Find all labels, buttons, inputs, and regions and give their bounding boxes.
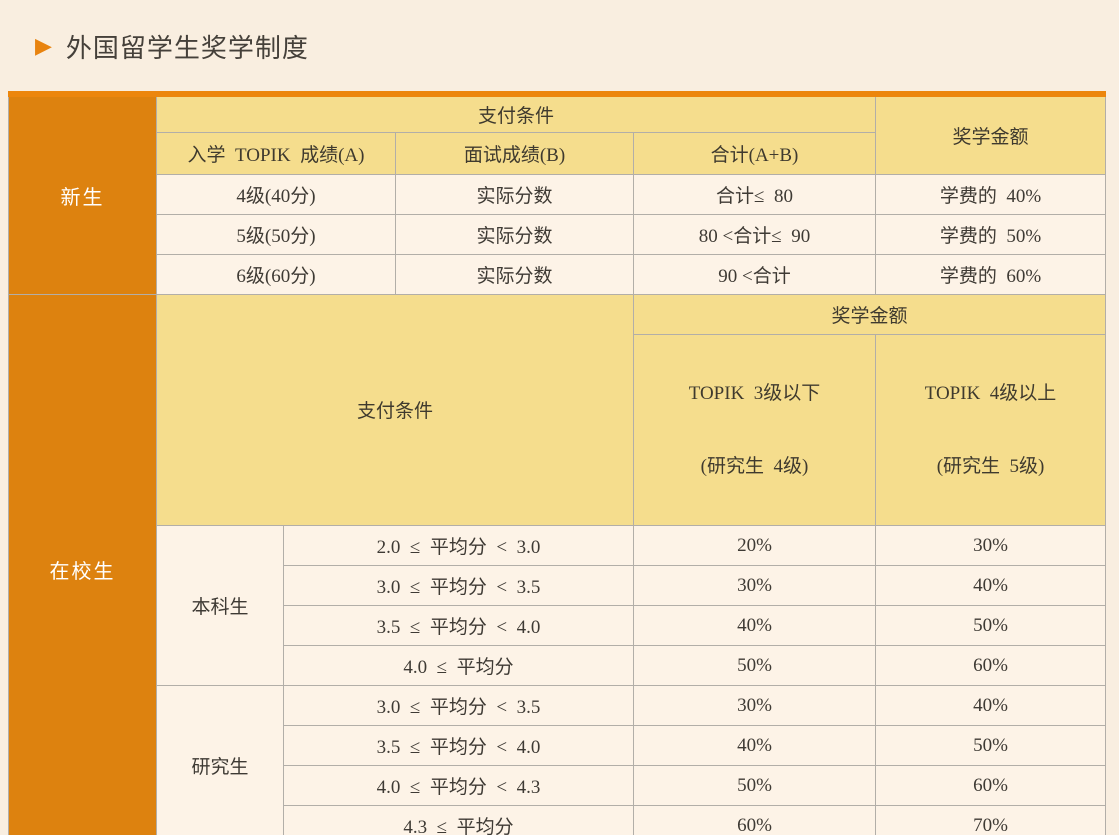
pct-low: 50% (632, 645, 877, 687)
table-row: 6级(60分) 实际分数 90 <合计 学费的 60% (9, 253, 1107, 295)
freshman-interview: 实际分数 (395, 253, 634, 295)
gpa-range: 3.0 ≤ 平均分 < 3.5 (283, 565, 634, 607)
freshman-header-scholarship-amount: 奖学金额 (875, 93, 1107, 175)
pct-low: 30% (632, 565, 877, 607)
gpa-range: 3.0 ≤ 平均分 < 3.5 (283, 685, 634, 727)
freshman-topik-level: 6级(60分) (156, 253, 396, 295)
gpa-range: 4.0 ≤ 平均分 (283, 645, 634, 687)
freshman-total: 合计≤ 80 (632, 173, 877, 215)
freshman-interview: 实际分数 (395, 213, 634, 255)
table-row: 研究生 3.0 ≤ 平均分 < 3.5 30% 40% (9, 685, 1107, 835)
pct-high: 50% (875, 605, 1107, 647)
table-row: 3.5 ≤ 平均分 < 4.0 40% 50% (9, 605, 1107, 647)
pct-low: 50% (632, 765, 877, 807)
table-row: 4级(40分) 实际分数 合计≤ 80 学费的 40% (9, 173, 1107, 215)
table-row: 4.0 ≤ 平均分 50% 60% (9, 645, 1107, 687)
freshman-topik-level: 4级(40分) (156, 173, 396, 215)
topik-high-line2: (研究生 5级) (936, 455, 1045, 477)
table-row: 5级(50分) 实际分数 80 <合计≤ 90 学费的 50% (9, 213, 1107, 255)
enrolled-col-topik-low: TOPIK 3级以下 (研究生 4级) (632, 333, 877, 527)
topik-high-line1: TOPIK 4级以上 (924, 382, 1057, 404)
pct-low: 40% (632, 605, 877, 647)
pct-high: 30% (875, 525, 1107, 567)
enrolled-col-topik-high: TOPIK 4级以上 (研究生 5级) (875, 333, 1107, 527)
topik-low-line1: TOPIK 3级以下 (688, 382, 821, 404)
pct-high: 70% (875, 805, 1107, 835)
gpa-range: 4.0 ≤ 平均分 < 4.3 (283, 765, 634, 807)
freshman-col-total: 合计(A+B) (632, 131, 877, 175)
group-graduate: 研究生 (156, 685, 284, 835)
table-row: 4.3 ≤ 平均分 60% 70% (9, 805, 1107, 835)
group-undergraduate: 本科生 (156, 525, 284, 687)
freshman-col-interview-score: 面试成绩(B) (395, 131, 634, 175)
freshman-amount: 学费的 60% (875, 253, 1107, 295)
gpa-range: 3.5 ≤ 平均分 < 4.0 (283, 725, 634, 767)
pct-high: 40% (875, 565, 1107, 607)
freshman-header-payment-conditions: 支付条件 (155, 93, 877, 133)
page-title-row: ▶ 外国留学生奖学制度 (35, 28, 1106, 65)
gpa-range: 2.0 ≤ 平均分 < 3.0 (283, 525, 634, 567)
freshman-total: 90 <合计 (632, 253, 877, 295)
pct-low: 30% (632, 685, 877, 727)
enrolled-header-payment-conditions: 支付条件 (156, 293, 634, 527)
enrolled-header-scholarship-amount: 奖学金额 (632, 293, 1107, 335)
pct-high: 60% (875, 765, 1107, 807)
pct-high: 60% (875, 645, 1107, 687)
row-group-freshman: 新生 (8, 93, 157, 295)
table-row: 4.0 ≤ 平均分 < 4.3 50% 60% (9, 765, 1107, 807)
triangle-bullet-icon: ▶ (35, 33, 52, 59)
freshman-total: 80 <合计≤ 90 (632, 213, 877, 255)
gpa-range: 4.3 ≤ 平均分 (283, 805, 634, 835)
row-group-enrolled: 在校生 (8, 293, 157, 835)
table-row: 本科生 2.0 ≤ 平均分 < 3.0 20% 30% (9, 525, 1107, 687)
scholarship-table: 新生 支付条件 奖学金额 入学 TOPIK 成绩(A) 面试成绩(B) 合计(A… (8, 91, 1107, 835)
pct-high: 50% (875, 725, 1107, 767)
table-row: 3.0 ≤ 平均分 < 3.5 30% 40% (9, 565, 1107, 607)
gpa-range: 3.5 ≤ 平均分 < 4.0 (283, 605, 634, 647)
pct-low: 20% (632, 525, 877, 567)
freshman-amount: 学费的 40% (875, 173, 1107, 215)
freshman-interview: 实际分数 (395, 173, 634, 215)
freshman-amount: 学费的 50% (875, 213, 1107, 255)
page-title: 外国留学生奖学制度 (65, 33, 309, 63)
freshman-col-topik-score: 入学 TOPIK 成绩(A) (156, 131, 396, 175)
pct-high: 40% (875, 685, 1107, 727)
freshman-topik-level: 5级(50分) (156, 213, 396, 255)
pct-low: 40% (632, 725, 877, 767)
pct-low: 60% (632, 805, 877, 835)
topik-low-line2: (研究生 4级) (700, 455, 809, 477)
